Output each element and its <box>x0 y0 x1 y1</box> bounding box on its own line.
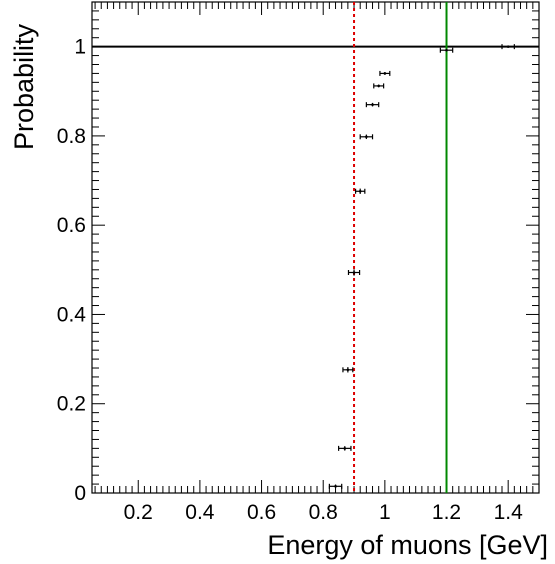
data-point <box>379 70 391 76</box>
data-marker <box>383 72 387 75</box>
x-axis-title: Energy of muons [GeV] <box>267 530 548 560</box>
data-marker <box>506 45 510 48</box>
data-marker <box>352 271 356 274</box>
y-tick-label: 0.4 <box>57 303 87 326</box>
data-point <box>501 44 515 50</box>
data-marker <box>377 84 380 88</box>
y-tick-label: 0.2 <box>57 393 86 416</box>
data-marker <box>334 485 337 488</box>
data-marker <box>371 103 374 106</box>
data-marker <box>365 135 368 139</box>
data-marker <box>346 368 350 372</box>
data-point <box>347 269 361 276</box>
x-tick-label: 0.6 <box>247 501 276 524</box>
y-tick-label: 0 <box>74 482 86 505</box>
y-tick-label: 1 <box>74 36 86 59</box>
x-tick-label: 1 <box>379 501 391 524</box>
y-tick-label: 0.8 <box>57 125 86 148</box>
data-point <box>365 102 380 108</box>
axis-ticks <box>92 1 540 494</box>
x-tick-label: 0.4 <box>185 501 215 524</box>
y-tick-label: 0.6 <box>57 214 86 237</box>
data-point <box>328 483 343 489</box>
data-point <box>354 188 366 194</box>
reference-lines <box>92 2 539 493</box>
data-point <box>359 134 374 140</box>
y-axis-title: Probability <box>9 23 39 150</box>
tick-labels: 0.2 0.4 0.6 0.8 1 1.2 1.4 0 0.2 0.4 0.6 0.8 1 <box>57 36 523 524</box>
data-point <box>439 47 454 53</box>
data-points <box>328 44 515 489</box>
data-marker <box>445 48 448 52</box>
x-tick-label: 0.8 <box>309 501 338 524</box>
x-tick-label: 0.2 <box>124 501 153 524</box>
data-marker <box>343 447 347 450</box>
data-marker <box>358 189 362 193</box>
data-point <box>373 83 385 89</box>
x-tick-label: 1.2 <box>432 501 461 524</box>
plot-frame <box>91 1 540 494</box>
data-point <box>342 367 354 373</box>
data-point <box>338 445 352 451</box>
x-tick-label: 1.4 <box>494 501 524 524</box>
